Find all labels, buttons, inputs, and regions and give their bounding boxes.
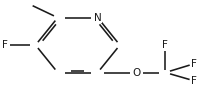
Text: O: O xyxy=(132,68,141,78)
Text: F: F xyxy=(2,40,7,50)
Text: N: N xyxy=(94,13,101,23)
Text: F: F xyxy=(191,76,197,86)
Text: F: F xyxy=(191,59,197,69)
Text: F: F xyxy=(163,40,168,50)
